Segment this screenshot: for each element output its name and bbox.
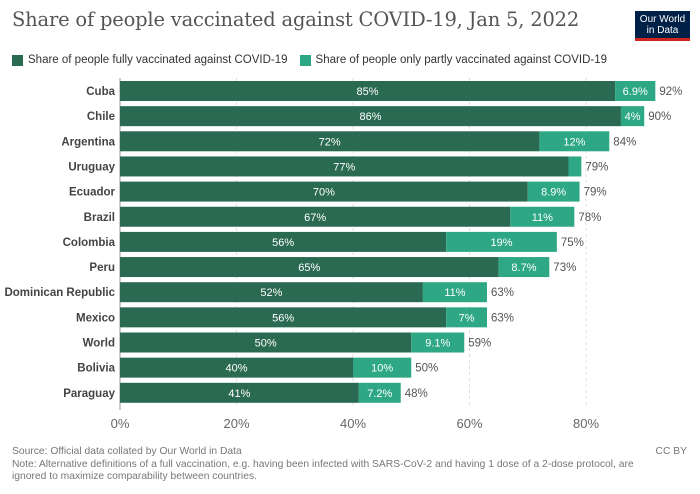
chart-title: Share of people vaccinated against COVID… (12, 8, 580, 31)
bar-label-partly: 7.2% (367, 388, 392, 400)
bar-fully-vaccinated (120, 382, 359, 403)
bar-total-label: 48% (405, 388, 428, 400)
category-label: Argentina (61, 136, 115, 148)
footer: Source: Official data collated by Our Wo… (12, 446, 642, 484)
legend-label-partly: Share of people only partly vaccinated a… (315, 54, 608, 66)
category-label: Brazil (84, 212, 115, 224)
bar-label-partly: 11% (444, 287, 465, 299)
bar-partly-vaccinated (568, 156, 582, 177)
bar-label-fully: 56% (272, 312, 294, 324)
bar-fully-vaccinated (120, 307, 447, 328)
bar-partly-vaccinated (353, 357, 412, 378)
bar-fully-vaccinated (120, 156, 569, 177)
bar-total-label: 63% (491, 287, 514, 299)
bar-partly-vaccinated (615, 81, 656, 101)
x-tick-label: 80% (573, 416, 599, 431)
bar-label-partly: 4% (625, 111, 641, 123)
bar-total-label: 79% (584, 187, 607, 199)
x-tick-label: 40% (340, 416, 366, 431)
logo-line-2: in Data (646, 25, 679, 36)
bar-total-label: 63% (491, 312, 514, 324)
bar-label-fully: 65% (298, 262, 320, 274)
bar-label-partly: 12% (563, 136, 585, 148)
x-tick-label: 60% (456, 416, 482, 431)
bar-partly-vaccinated (422, 282, 487, 303)
legend-item-fully[interactable]: Share of people fully vaccinated against… (12, 54, 288, 66)
bar-label-fully: 52% (260, 287, 282, 299)
category-label: Uruguay (68, 161, 115, 173)
category-label: Colombia (63, 237, 116, 249)
bar-fully-vaccinated (120, 81, 616, 101)
bar-label-fully: 86% (359, 111, 381, 123)
bar-total-label: 75% (561, 237, 584, 249)
legend-item-partly[interactable]: Share of people only partly vaccinated a… (299, 54, 608, 66)
category-label: Dominican Republic (4, 287, 115, 299)
bar-label-partly: 7% (459, 312, 475, 324)
bar-fully-vaccinated (120, 231, 447, 252)
bar-label-fully: 50% (255, 338, 277, 350)
bar-fully-vaccinated (120, 332, 412, 353)
bar-partly-vaccinated (411, 332, 465, 353)
category-label: Bolivia (77, 363, 115, 375)
bar-fully-vaccinated (120, 131, 540, 152)
bar-label-partly: 19% (491, 237, 513, 249)
bar-total-label: 92% (659, 86, 682, 98)
bar-label-partly: 9.1% (425, 338, 450, 350)
note-text-line-2: ignored to maximize comparability betwee… (12, 471, 257, 482)
x-tick-label: 20% (223, 416, 249, 431)
bar-total-label: 79% (585, 161, 608, 173)
bar-fully-vaccinated (120, 257, 499, 278)
bar-label-partly: 8.9% (541, 187, 566, 199)
bar-total-label: 84% (613, 136, 636, 148)
bar-fully-vaccinated (120, 357, 353, 378)
legend-swatch-partly (299, 54, 311, 66)
legend-swatch-fully (12, 54, 23, 66)
bar-partly-vaccinated (446, 231, 557, 252)
bar-fully-vaccinated (120, 282, 423, 303)
category-label: Cuba (86, 86, 115, 98)
source-text: Source: Official data collated by Our Wo… (12, 446, 242, 457)
bar-partly-vaccinated (446, 307, 487, 328)
bar-label-fully: 85% (357, 86, 379, 98)
bar-fully-vaccinated (120, 106, 621, 127)
bar-partly-vaccinated (510, 206, 575, 227)
category-label: Mexico (76, 312, 115, 324)
category-label: Paraguay (63, 388, 115, 400)
category-label: Ecuador (69, 187, 116, 199)
bar-chart: 0% 20% 40% 60% 80% Cuba 85% 6.9% 92% Chile 86% 4% 90… (4, 78, 682, 431)
bar-total-label: 78% (578, 212, 601, 224)
bar-label-fully: 40% (225, 363, 247, 375)
bar-label-partly: 8.7% (511, 262, 536, 274)
bar-label-fully: 41% (228, 388, 250, 400)
bar-total-label: 73% (553, 262, 576, 274)
note-text-line-1: Note: Alternative definitions of a full … (12, 458, 634, 470)
logo-line-1: Our World (639, 14, 686, 25)
bar-partly-vaccinated (498, 257, 550, 278)
owid-logo[interactable]: Our World in Data (635, 11, 690, 41)
bar-label-fully: 72% (319, 136, 341, 148)
category-label: World (83, 338, 115, 350)
legend-label-fully: Share of people fully vaccinated against… (28, 54, 288, 66)
bar-total-label: 90% (648, 111, 671, 123)
bar-label-partly: 10% (371, 363, 393, 375)
bar-label-partly: 6.9% (623, 86, 648, 98)
bar-fully-vaccinated (120, 181, 528, 202)
bar-partly-vaccinated (527, 181, 580, 202)
bar-partly-vaccinated (358, 382, 401, 403)
bar-total-label: 50% (415, 363, 438, 375)
license-text[interactable]: CC BY (655, 446, 687, 457)
bar-label-fully: 77% (333, 161, 355, 173)
bar-fully-vaccinated (120, 206, 511, 227)
bar-total-label: 59% (468, 338, 491, 350)
category-label: Chile (87, 111, 115, 123)
bar-label-fully: 67% (304, 212, 326, 224)
bar-partly-vaccinated (539, 131, 610, 152)
bar-label-fully: 70% (313, 187, 335, 199)
legend: Share of people fully vaccinated against… (12, 54, 619, 66)
bar-partly-vaccinated (620, 106, 645, 127)
category-label: Peru (89, 262, 115, 274)
bar-label-fully: 56% (272, 237, 294, 249)
bar-label-partly: 11% (532, 212, 553, 224)
x-tick-label: 0% (111, 416, 130, 431)
